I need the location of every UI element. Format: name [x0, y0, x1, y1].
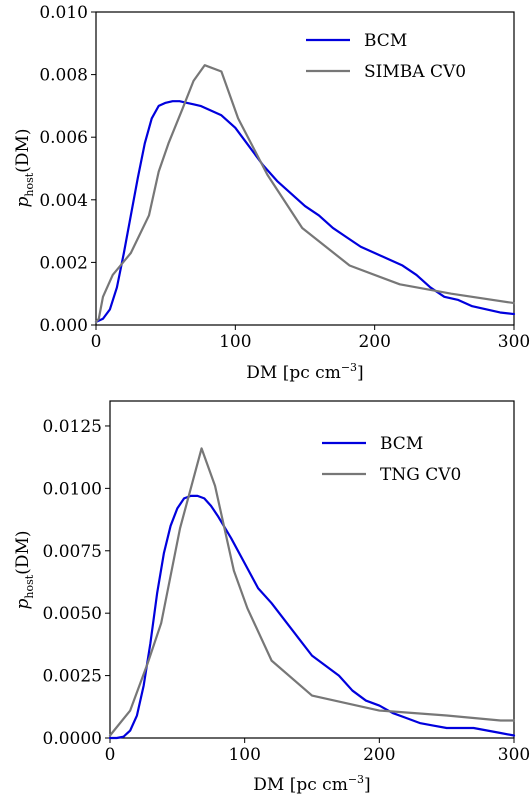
- y-tick-label: 0.006: [39, 128, 88, 148]
- legend-top: BCM SIMBA CV0: [306, 31, 466, 82]
- x-tick-label: 200: [363, 745, 395, 765]
- legend-label: BCM: [380, 434, 423, 454]
- y-tick-label: 0.004: [39, 191, 88, 211]
- y-axis-label-bottom: phost(DM): [13, 531, 36, 610]
- y-tick-label: 0.0050: [43, 604, 102, 624]
- series-line-tng-cv0: [108, 447, 516, 737]
- x-tick-label: 100: [228, 745, 260, 765]
- legend-label: SIMBA CV0: [364, 62, 466, 82]
- legend-label: TNG CV0: [380, 465, 461, 485]
- series-line-simba-cv0: [94, 64, 516, 323]
- y-axis-label-top: phost(DM): [13, 129, 36, 208]
- x-tick-label: 100: [219, 332, 251, 352]
- x-tick-label: 300: [498, 745, 530, 765]
- y-tick-label: 0.010: [39, 3, 88, 23]
- y-tick-label: 0.0025: [43, 667, 102, 687]
- x-tick-label: 200: [358, 332, 390, 352]
- series-line-bcm: [108, 494, 516, 740]
- y-ticks-top: 0.000 0.002 0.004 0.006 0.008 0.010: [39, 3, 96, 336]
- x-tick-label: 0: [91, 332, 102, 352]
- x-tick-label: 0: [105, 745, 116, 765]
- panel-top: 0.000 0.002 0.004 0.006 0.008 0.010 0 100 200 30…: [13, 3, 530, 383]
- y-tick-label: 0.002: [39, 253, 88, 273]
- x-ticks-top: 0 100 200 300: [91, 325, 530, 352]
- plot-area-bottom: [109, 400, 515, 739]
- series-line-bcm: [94, 100, 516, 323]
- series-bottom: [108, 447, 516, 740]
- panel-bottom: 0.0000 0.0025 0.0050 0.0075 0.0100 0.0125 0 10…: [13, 400, 530, 795]
- y-tick-label: 0.008: [39, 66, 88, 86]
- x-ticks-bottom: 0 100 200 300: [105, 738, 530, 765]
- plot-area-top: [95, 11, 515, 326]
- x-axis-label-top: DM [pc cm−3]: [246, 361, 363, 383]
- legend-bottom: BCM TNG CV0: [322, 434, 461, 485]
- y-tick-label: 0.0075: [43, 542, 102, 562]
- y-tick-label: 0.0125: [43, 417, 102, 437]
- y-tick-label: 0.0100: [43, 479, 102, 499]
- y-tick-label: 0.0000: [43, 729, 102, 749]
- legend-label: BCM: [364, 31, 407, 51]
- x-tick-label: 300: [498, 332, 530, 352]
- y-tick-label: 0.000: [39, 316, 88, 336]
- series-top: [94, 64, 516, 323]
- y-ticks-bottom: 0.0000 0.0025 0.0050 0.0075 0.0100 0.0125: [43, 417, 110, 749]
- x-axis-label-bottom: DM [pc cm−3]: [253, 773, 370, 795]
